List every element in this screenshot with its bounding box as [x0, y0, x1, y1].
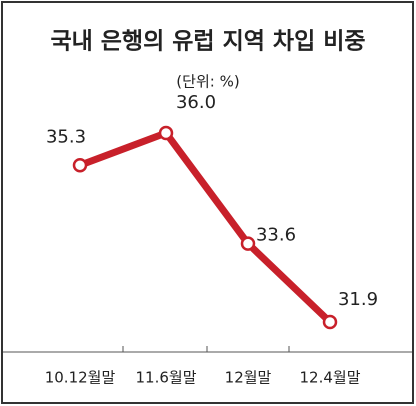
data-label: 35.3	[46, 126, 86, 147]
data-label: 33.6	[256, 225, 296, 246]
x-tick-label: 11.6월말	[136, 369, 197, 387]
point	[72, 158, 88, 173]
x-tick-label: 12월말	[225, 369, 272, 387]
point	[240, 236, 256, 251]
x-tick-label: 12.4월말	[300, 369, 361, 387]
point	[158, 125, 174, 141]
x-tick-label: 10.12월말	[45, 369, 116, 387]
chart-title: 국내 은행의 유럽 지역 차입 비중	[50, 29, 365, 55]
chart-subtitle: (단위: %)	[176, 73, 239, 91]
point	[322, 314, 338, 330]
data-label: 36.0	[176, 92, 216, 113]
line	[78, 129, 333, 325]
data-label: 31.9	[338, 289, 378, 310]
